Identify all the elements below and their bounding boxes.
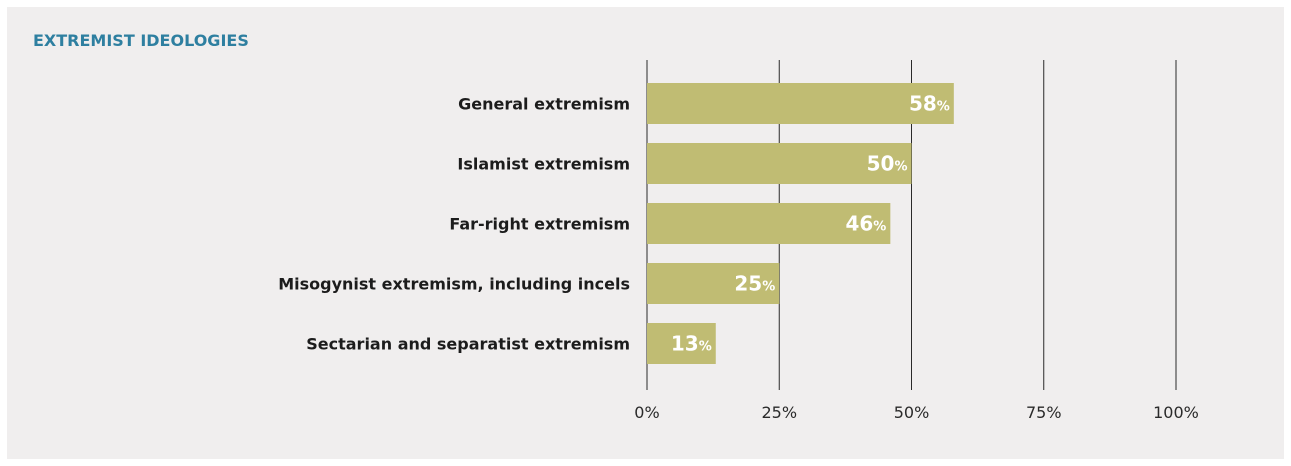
bar	[647, 143, 912, 184]
bar-value-unit: %	[894, 160, 907, 175]
bar	[647, 83, 954, 124]
chart-title: EXTREMIST IDEOLOGIES	[33, 31, 249, 50]
bar-value-unit: %	[699, 340, 712, 355]
category-label: Sectarian and separatist extremism	[306, 335, 630, 354]
x-tick-label: 75%	[1026, 403, 1062, 422]
x-tick-label: 25%	[761, 403, 797, 422]
category-label: Far-right extremism	[449, 215, 630, 234]
bar-value-unit: %	[762, 280, 775, 295]
bars	[647, 83, 954, 364]
x-tick-label: 50%	[894, 403, 930, 422]
bar-value-unit: %	[873, 220, 886, 235]
category-label: Misogynist extremism, including incels	[278, 275, 630, 294]
category-label: General extremism	[458, 95, 630, 114]
bar	[647, 263, 780, 304]
category-labels: General extremism Islamist extremism Far-r…	[278, 95, 630, 354]
bar	[647, 203, 891, 244]
bar-value-unit: %	[937, 100, 950, 115]
bar	[647, 323, 716, 364]
x-axis-tick-labels: 0% 25% 50% 75% 100%	[634, 403, 1199, 422]
category-label: Islamist extremism	[457, 155, 630, 174]
bar-value-label: 13%	[671, 332, 712, 356]
x-tick-label: 0%	[634, 403, 659, 422]
chart-panel	[7, 7, 1284, 459]
x-tick-label: 100%	[1153, 403, 1199, 422]
